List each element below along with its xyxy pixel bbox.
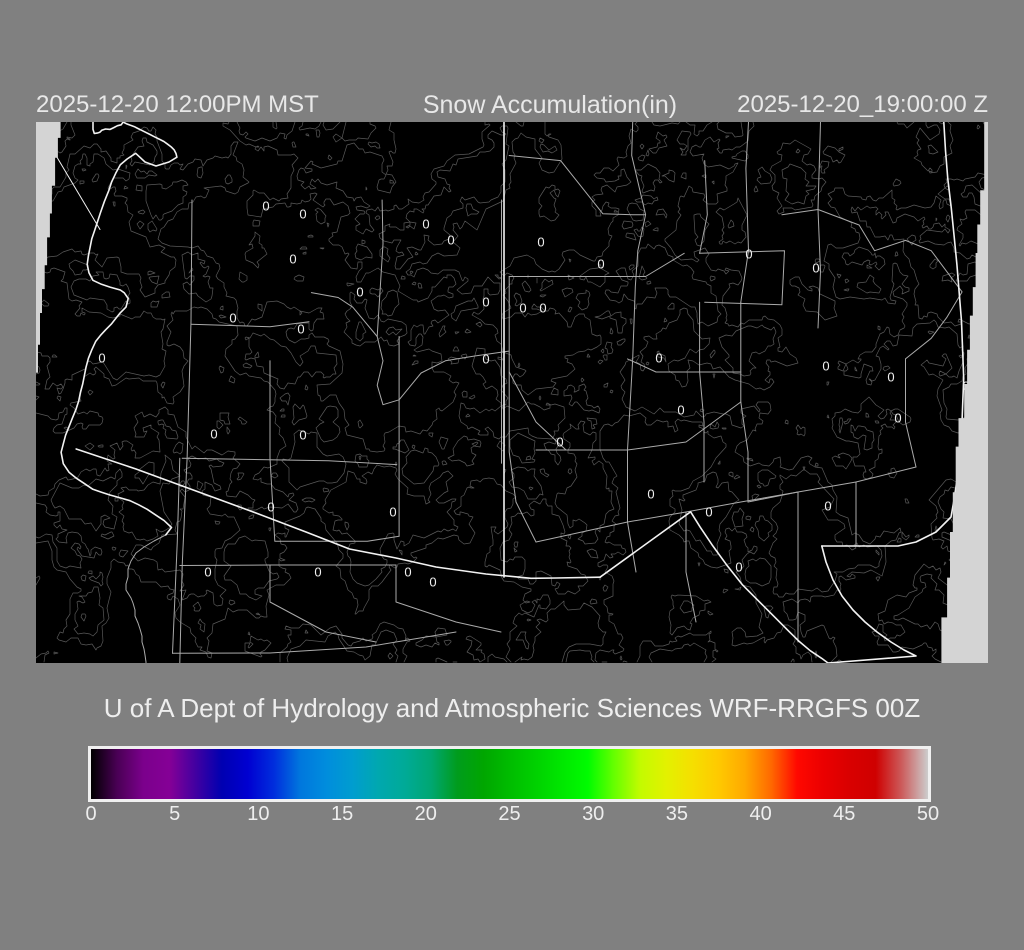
svg-text:0: 0: [824, 499, 831, 514]
svg-text:0: 0: [314, 565, 321, 580]
svg-text:0: 0: [655, 351, 662, 366]
svg-text:0: 0: [556, 435, 563, 450]
svg-text:0: 0: [204, 565, 211, 580]
svg-text:0: 0: [537, 235, 544, 250]
svg-text:0: 0: [597, 257, 604, 272]
svg-text:0: 0: [677, 403, 684, 418]
svg-text:0: 0: [519, 301, 526, 316]
svg-text:0: 0: [812, 261, 819, 276]
svg-text:0: 0: [404, 565, 411, 580]
svg-text:0: 0: [482, 295, 489, 310]
svg-text:0: 0: [297, 322, 304, 337]
svg-text:0: 0: [745, 247, 752, 262]
svg-text:0: 0: [422, 217, 429, 232]
svg-text:0: 0: [429, 575, 436, 590]
svg-text:0: 0: [229, 311, 236, 326]
svg-text:0: 0: [289, 252, 296, 267]
svg-text:0: 0: [447, 233, 454, 248]
svg-text:0: 0: [822, 359, 829, 374]
svg-text:0: 0: [389, 505, 396, 520]
svg-text:0: 0: [356, 285, 363, 300]
svg-text:0: 0: [539, 301, 546, 316]
svg-text:0: 0: [299, 428, 306, 443]
svg-text:0: 0: [482, 352, 489, 367]
svg-text:0: 0: [887, 370, 894, 385]
svg-text:0: 0: [894, 411, 901, 426]
svg-text:0: 0: [262, 199, 269, 214]
svg-text:0: 0: [647, 487, 654, 502]
svg-text:0: 0: [267, 500, 274, 515]
svg-text:0: 0: [705, 505, 712, 520]
svg-text:0: 0: [735, 560, 742, 575]
svg-text:0: 0: [98, 351, 105, 366]
svg-text:0: 0: [210, 427, 217, 442]
svg-text:0: 0: [299, 207, 306, 222]
